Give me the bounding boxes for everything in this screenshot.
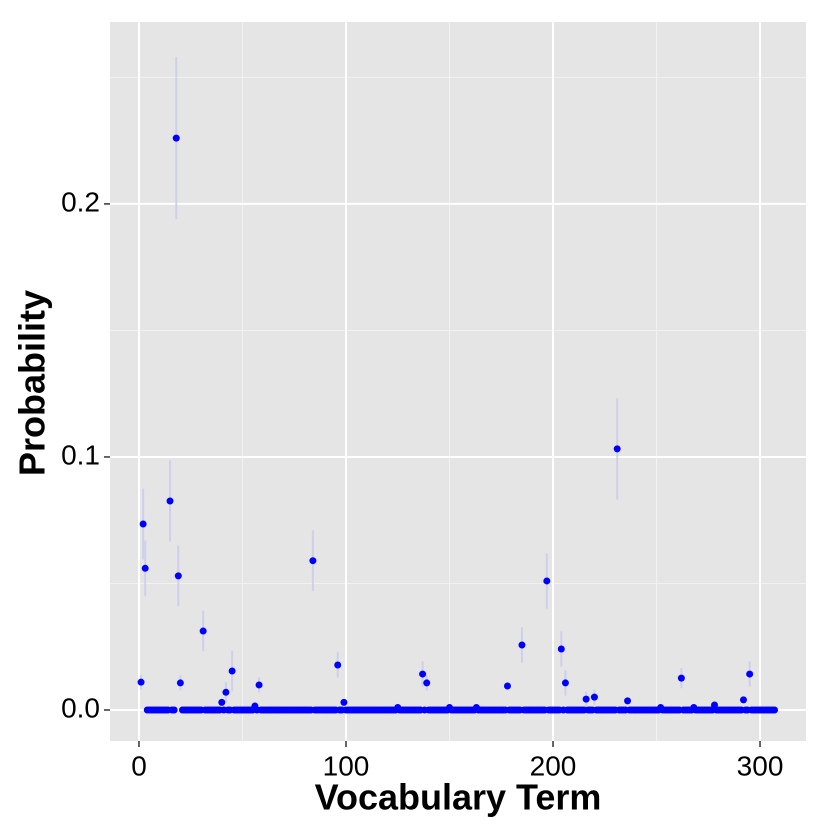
point (419, 670, 427, 678)
point (543, 577, 551, 585)
point (309, 557, 317, 565)
y-tick-label: 0.2 (61, 186, 100, 217)
point (170, 706, 178, 714)
point (139, 520, 147, 528)
y-tick-label: 0.1 (61, 439, 100, 470)
y-tick-label: 0.0 (61, 692, 100, 723)
plot-panel (110, 22, 806, 741)
x-axis-title: Vocabulary Term (315, 777, 602, 818)
point (141, 564, 149, 572)
x-tick-label: 200 (530, 750, 577, 781)
point (557, 645, 565, 653)
point (423, 679, 431, 687)
point (518, 641, 526, 649)
y-axis-title: Probability (12, 290, 53, 476)
point (199, 627, 207, 635)
point (613, 445, 621, 453)
point (746, 670, 754, 678)
x-tick-label: 0 (131, 750, 147, 781)
point (677, 674, 685, 682)
point (561, 679, 569, 687)
point (771, 706, 779, 714)
point (166, 497, 174, 505)
point (255, 681, 263, 689)
point (590, 693, 598, 701)
point (222, 688, 230, 696)
point (739, 696, 747, 704)
point (174, 572, 182, 580)
point (624, 697, 632, 705)
point (334, 661, 342, 669)
point (582, 695, 590, 703)
point (340, 698, 348, 706)
point (218, 698, 226, 706)
point (137, 678, 145, 686)
point (228, 667, 236, 675)
x-tick-label: 300 (737, 750, 784, 781)
point (172, 134, 180, 142)
x-tick-label: 100 (323, 750, 370, 781)
point (176, 679, 184, 687)
point (503, 682, 511, 690)
